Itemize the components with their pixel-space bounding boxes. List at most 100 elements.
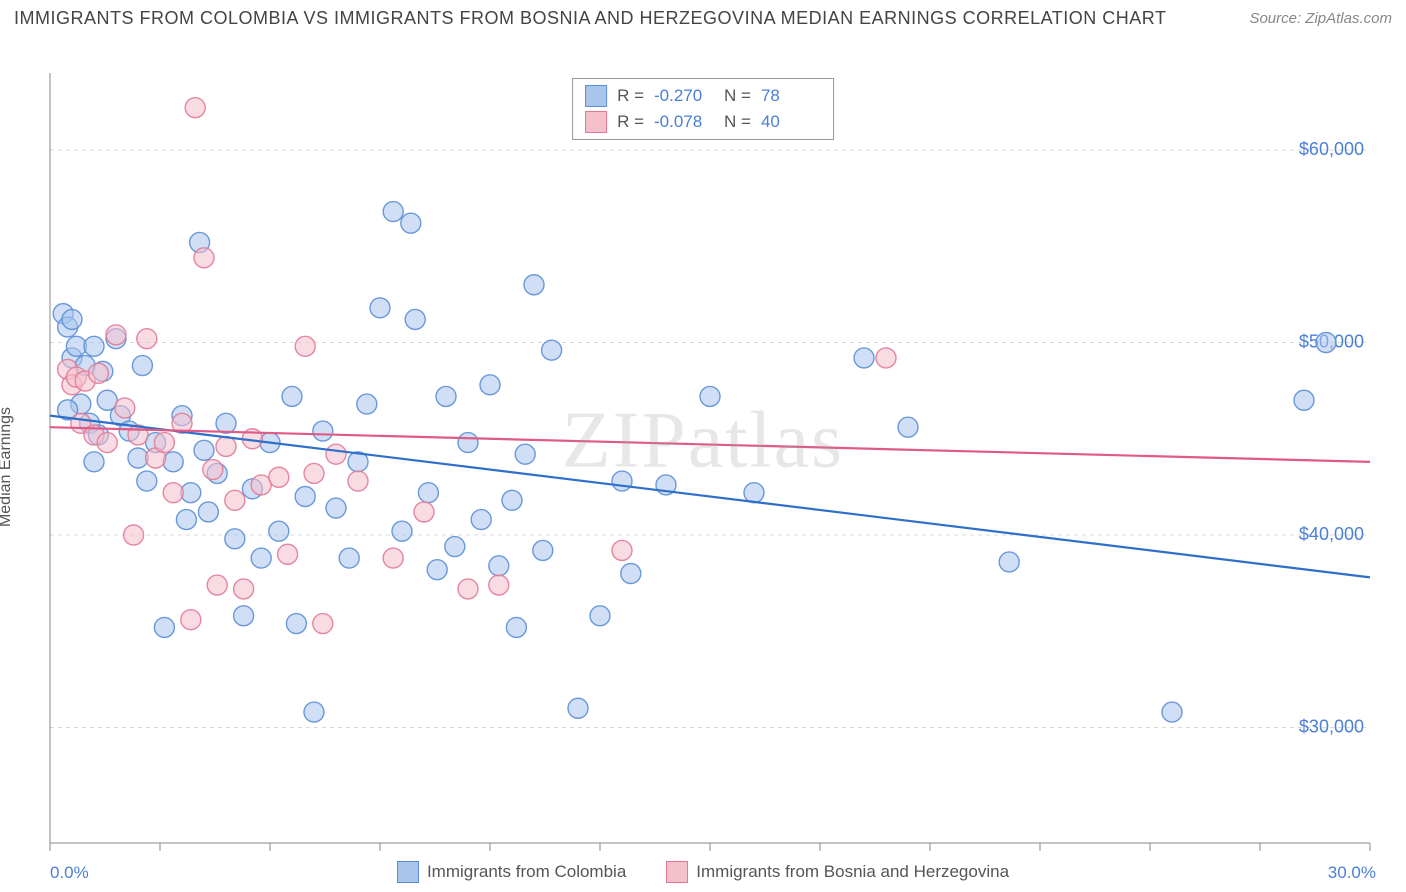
scatter-point [480,375,500,395]
stats-swatch [585,85,607,107]
legend-swatch [666,861,688,883]
scatter-point [612,540,632,560]
scatter-point [313,421,333,441]
scatter-point [370,298,390,318]
scatter-point [251,548,271,568]
scatter-point [445,537,465,557]
scatter-point [278,544,298,564]
scatter-point [414,502,434,522]
scatter-point [357,394,377,414]
scatter-point [115,398,135,418]
scatter-point [506,617,526,637]
legend-item: Immigrants from Bosnia and Herzegovina [666,861,1009,883]
scatter-point [88,363,108,383]
scatter-point [295,336,315,356]
scatter-point [234,579,254,599]
scatter-point [62,309,82,329]
scatter-point [194,248,214,268]
r-label: R = [617,112,644,132]
scatter-point [269,467,289,487]
scatter-point [471,510,491,530]
scatter-point [304,702,324,722]
svg-text:$40,000: $40,000 [1299,524,1364,544]
scatter-point [225,490,245,510]
scatter-point [436,386,456,406]
scatter-point [304,463,324,483]
scatter-point [339,548,359,568]
chart-source: Source: ZipAtlas.com [1249,10,1392,27]
scatter-point [612,471,632,491]
legend-label: Immigrants from Bosnia and Herzegovina [696,862,1009,882]
r-label: R = [617,86,644,106]
scatter-point [458,433,478,453]
scatter-point [383,548,403,568]
scatter-point [568,698,588,718]
n-value: 40 [761,112,821,132]
scatter-point [524,275,544,295]
scatter-point [427,560,447,580]
svg-text:$30,000: $30,000 [1299,717,1364,737]
scatter-point [198,502,218,522]
legend-label: Immigrants from Colombia [427,862,626,882]
scatter-point [348,471,368,491]
scatter-point [163,483,183,503]
chart-title: IMMIGRANTS FROM COLOMBIA VS IMMIGRANTS F… [14,8,1166,29]
scatter-point [515,444,535,464]
bottom-legend: Immigrants from Colombia Immigrants from … [0,861,1406,883]
scatter-point [326,498,346,518]
scatter-point [207,575,227,595]
stats-row: R =-0.270N =78 [585,83,821,109]
scatter-point [282,386,302,406]
scatter-point [154,617,174,637]
n-label: N = [724,112,751,132]
stats-swatch [585,111,607,133]
scatter-point [999,552,1019,572]
scatter-point [181,610,201,630]
scatter-point [286,614,306,634]
scatter-point [401,213,421,233]
scatter-point [225,529,245,549]
scatter-point [458,579,478,599]
y-axis-label: Median Earnings [0,407,15,527]
scatter-point [1294,390,1314,410]
scatter-point [383,202,403,222]
scatter-point [84,336,104,356]
scatter-point [744,483,764,503]
scatter-point [590,606,610,626]
scatter-point [502,490,522,510]
scatter-point [392,521,412,541]
scatter-point [418,483,438,503]
scatter-point [1316,333,1336,353]
scatter-point [489,556,509,576]
scatter-point [194,440,214,460]
scatter-point [898,417,918,437]
scatter-point [106,325,126,345]
scatter-point [132,356,152,376]
chart-container: $30,000$40,000$50,000$60,000 Median Earn… [0,33,1406,883]
stats-row: R = -0.078 N = 40 [585,109,821,135]
scatter-point [295,487,315,507]
scatter-point [84,452,104,472]
legend-item: Immigrants from Colombia [397,861,626,883]
scatter-point [621,564,641,584]
chart-header: IMMIGRANTS FROM COLOMBIA VS IMMIGRANTS F… [0,0,1406,33]
scatter-point [137,471,157,491]
scatter-point [234,606,254,626]
scatter-point [137,329,157,349]
n-label: N = [724,86,751,106]
scatter-point [326,444,346,464]
scatter-point [163,452,183,472]
scatter-point [854,348,874,368]
stats-legend-box: R =-0.270N =78R =-0.078N =40 [572,78,834,140]
scatter-point [185,98,205,118]
scatter-point [405,309,425,329]
scatter-point [176,510,196,530]
scatter-point [533,540,553,560]
scatter-point [124,525,144,545]
scatter-point [97,433,117,453]
scatter-point [216,413,236,433]
scatter-point [154,433,174,453]
r-value: -0.078 [654,112,714,132]
scatter-chart: $30,000$40,000$50,000$60,000 [0,33,1406,883]
svg-text:$60,000: $60,000 [1299,139,1364,159]
